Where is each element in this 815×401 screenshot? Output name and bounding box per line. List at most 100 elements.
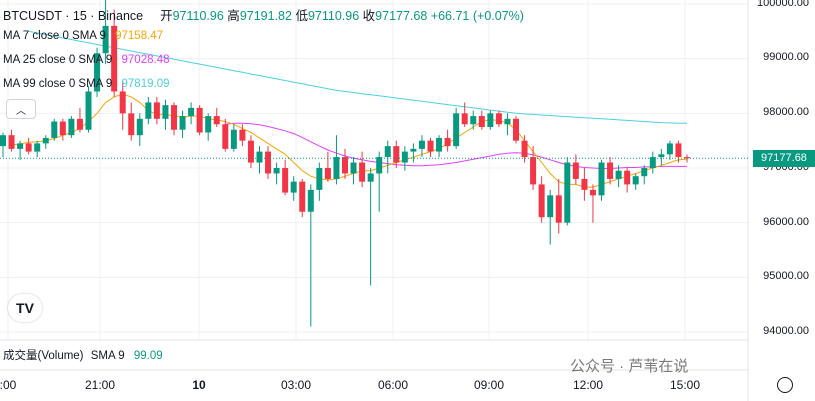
candle-body [470,116,477,125]
candle-body [68,118,75,136]
candle-body [128,113,135,136]
candle-body [350,162,357,174]
candle-body [230,129,237,149]
collapse-legend-button[interactable]: ︿ [6,99,36,119]
current-price-tag: 97177.68 [753,150,815,167]
candle-body [478,116,485,127]
time-tick: 09:00 [473,378,505,392]
candle-body [162,105,169,119]
candle-body [427,140,434,152]
ma7-label: MA 7 close 0 SMA 9 [3,30,106,42]
ma99-line [28,30,687,124]
candle-body [649,157,656,168]
ma25-value: 97028.48 [121,54,170,66]
tradingview-logo[interactable]: TV [8,294,42,322]
candle-body [624,170,631,185]
candle-body [538,184,545,218]
candle-body [632,176,639,185]
candle-body [607,162,614,179]
price-tick: 96000.00 [763,216,809,228]
volume-value: 99.09 [133,350,163,362]
candle-body [247,140,254,163]
candle-body [641,168,648,177]
candle-body [547,195,554,218]
time-tick: :00 [0,378,17,392]
low-value: 97110.96 [307,9,360,23]
candle-body [196,107,203,133]
price-tick: 95000.00 [763,270,809,282]
price-tick: 94000.00 [763,325,809,337]
ma7-line [11,93,688,188]
candle-body [418,140,425,149]
close-label: 收 [362,9,376,23]
time-tick: 06:00 [377,378,409,392]
price-tick: 100000.00 [757,0,809,9]
settings-icon[interactable] [777,377,793,393]
candle-body [393,146,400,163]
candle-body [171,105,177,130]
candle-body [17,143,24,149]
candle-body [615,170,622,179]
candle-body [675,143,682,158]
price-tick: 99000.00 [763,51,809,63]
candle-body [239,129,246,141]
candle-body [581,178,588,190]
candle-body [42,137,49,144]
ma99-value: 97819.09 [121,78,170,90]
candle-body [453,113,460,147]
candle-body [513,118,519,141]
candle-body [222,124,229,149]
candle-body [205,116,212,133]
candle-body [94,53,101,92]
low-label: 低 [295,9,308,23]
time-tick: 15:00 [669,378,701,392]
price-tick: 98000.00 [763,106,809,118]
candle-body [307,189,314,212]
candle-body [564,162,571,223]
symbol-label[interactable]: BTCUSDT · 15 · Binance [3,9,144,23]
watermark: 公众号 · 芦苇在说 [570,358,689,375]
candle-body [213,116,220,125]
candle-body [0,135,6,147]
candle-body [684,157,690,159]
candle-body [59,121,66,136]
candle-body [376,157,383,174]
ma7-value: 97158.47 [115,30,164,42]
candle-body [572,162,579,179]
ma25-label: MA 25 close 0 SMA 9 [3,54,113,66]
change-value: +66.71 (+0.07%) [430,9,524,23]
time-tick: 21:00 [84,378,116,392]
candle-body [436,137,443,152]
candle-body [342,157,348,174]
candle-body [153,102,160,119]
candle-body [461,113,468,125]
symbol-header: BTCUSDT · 15 · Binance 开97110.96 高97191.… [3,5,524,24]
time-tick: 12:00 [572,378,604,392]
volume-legend[interactable]: 成交量(Volume) SMA 9 99.09 [3,347,163,363]
ma99-label: MA 99 close 0 SMA 9 [3,78,113,90]
candle-body [290,181,297,193]
chevron-up-icon: ︿ [16,105,26,117]
candle-body [51,121,58,138]
ma7-legend[interactable]: MA 7 close 0 SMA 9 97158.47 [3,30,163,42]
candle-body [367,173,374,182]
ma25-legend[interactable]: MA 25 close 0 SMA 9 97028.48 [3,54,169,66]
open-label: 开 [160,9,173,23]
candle-body [401,151,408,163]
candle-body [265,151,272,174]
candle-body [598,162,605,196]
ma99-legend[interactable]: MA 99 close 0 SMA 9 97819.09 [3,78,169,90]
candle-body [444,137,451,147]
candle-body [487,113,494,127]
candle-body [589,189,596,196]
candle-body [136,118,143,136]
volume-sma: SMA 9 [90,350,125,362]
candle-body [273,168,280,174]
candle-body [76,118,83,130]
candle-body [410,148,417,152]
high-value: 97191.82 [239,9,292,23]
high-label: 高 [227,9,240,23]
open-value: 97110.96 [172,9,224,23]
